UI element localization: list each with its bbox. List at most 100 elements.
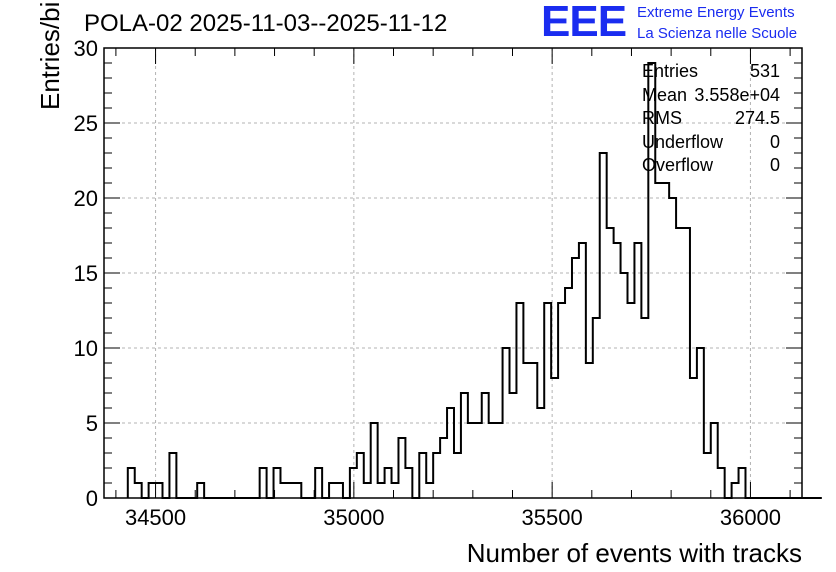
stats-label: Entries — [642, 61, 699, 81]
histogram-bin — [156, 483, 163, 498]
histogram-bin — [621, 273, 628, 498]
histogram-bin — [454, 453, 461, 498]
histogram-bin — [537, 408, 544, 498]
stats-row-rms: RMS 274.5 — [642, 107, 780, 131]
histogram-bin — [336, 483, 343, 498]
histogram-bin — [704, 453, 711, 498]
stats-row-underflow: Underflow 0 — [642, 131, 780, 155]
histogram-bin — [468, 423, 475, 498]
histogram-bin — [385, 468, 392, 498]
histogram-bin — [440, 438, 447, 498]
histogram-bin — [315, 468, 322, 498]
y-axis-label: Entries/bin — [35, 0, 65, 110]
histogram-bin — [558, 303, 565, 498]
histogram-bin — [530, 363, 537, 498]
histogram-bin — [662, 183, 669, 498]
histogram-bin — [287, 483, 294, 498]
histogram-bin — [669, 198, 676, 498]
stats-label: Mean — [642, 84, 688, 105]
stats-row-mean: Mean 3.558e+04 — [642, 84, 780, 108]
stats-label: RMS — [642, 108, 682, 129]
histogram-bin — [634, 243, 641, 498]
histogram-bin — [405, 468, 412, 498]
stats-value: 3.558e+04 — [694, 84, 780, 105]
histogram-bin — [551, 378, 558, 498]
histogram-bin — [482, 393, 489, 498]
histogram-series — [126, 62, 822, 499]
histogram-bin — [128, 468, 135, 498]
histogram-bin — [523, 363, 530, 498]
histogram-bin — [426, 483, 433, 498]
histogram-bin — [516, 303, 523, 498]
stats-box: Entries 531 Mean 3.558e+04 RMS 274.5 Und… — [642, 60, 780, 178]
y-tick-label: 25 — [74, 111, 98, 136]
x-tick-label: 35500 — [522, 505, 583, 530]
histogram-bin — [683, 228, 690, 498]
eee-logo-icon: EEE — [541, 0, 627, 46]
histogram-bin — [398, 438, 405, 498]
histogram-bin — [503, 348, 510, 498]
stats-row-overflow: Overflow 0 — [642, 154, 780, 178]
histogram-bin — [641, 318, 648, 498]
stats-value: 531 — [749, 61, 780, 81]
histogram-bin — [135, 483, 142, 498]
stats-value: 0 — [769, 155, 780, 176]
histogram-bin — [392, 483, 399, 498]
stats-row-entries: Entries 531 — [642, 60, 780, 84]
stats-value: 274.5 — [734, 108, 780, 129]
y-tick-label: 20 — [74, 186, 98, 211]
histogram-bin — [475, 423, 482, 498]
histogram-bin — [489, 423, 496, 498]
logo-line-2: La Scienza nelle Scuole — [637, 25, 798, 42]
logo-line-1: Extreme Energy Events — [637, 4, 795, 21]
histogram-bin — [461, 393, 468, 498]
stats-label: Overflow — [642, 155, 714, 176]
histogram-bin — [280, 483, 287, 498]
histogram-bin — [607, 228, 614, 498]
histogram-bin — [732, 483, 739, 498]
histogram-bin — [565, 288, 572, 498]
histogram-bin — [655, 183, 662, 498]
stats-value: 0 — [769, 131, 780, 152]
x-tick-label: 35000 — [323, 505, 384, 530]
histogram-bin — [496, 423, 503, 498]
histogram-bin — [149, 483, 156, 498]
y-tick-label: 0 — [86, 486, 98, 511]
histogram-bin — [329, 483, 336, 498]
histogram-bin — [739, 468, 746, 498]
histogram-bin — [419, 453, 426, 498]
y-tick-label: 30 — [74, 36, 98, 61]
histogram-bin — [572, 258, 579, 498]
histogram-bin — [433, 453, 440, 498]
histogram-bin — [593, 318, 600, 498]
histogram-bin — [510, 393, 517, 498]
y-axis-label-wrap: Entries/bin — [0, 0, 65, 300]
histogram-bin — [371, 423, 378, 498]
histogram-bin — [447, 408, 454, 498]
histogram-bin — [690, 378, 697, 498]
histogram-bin — [718, 468, 725, 498]
histogram-bin — [628, 303, 635, 498]
y-tick-label: 15 — [74, 261, 98, 286]
histogram-bin — [600, 153, 607, 498]
histogram-bin — [197, 483, 204, 498]
histogram-bin — [260, 468, 267, 498]
histogram-bin — [294, 483, 301, 498]
x-tick-label: 34500 — [125, 505, 186, 530]
chart-title: POLA-02 2025-11-03--2025-11-12 — [84, 10, 448, 37]
y-tick-label: 10 — [74, 336, 98, 361]
histogram-bin — [614, 243, 621, 498]
histogram-bin — [697, 348, 704, 498]
histogram-bin — [711, 423, 718, 498]
histogram-bin — [579, 243, 586, 498]
x-tick-label: 36000 — [720, 505, 781, 530]
histogram-bin — [357, 453, 364, 498]
x-axis-label: Number of events with tracks — [466, 538, 802, 568]
histogram-bin — [586, 363, 593, 498]
histogram-bin — [676, 228, 683, 498]
histogram-bin — [378, 483, 385, 498]
histogram-bin — [169, 453, 176, 498]
stats-label: Underflow — [642, 131, 724, 152]
histogram-bin — [364, 483, 371, 498]
